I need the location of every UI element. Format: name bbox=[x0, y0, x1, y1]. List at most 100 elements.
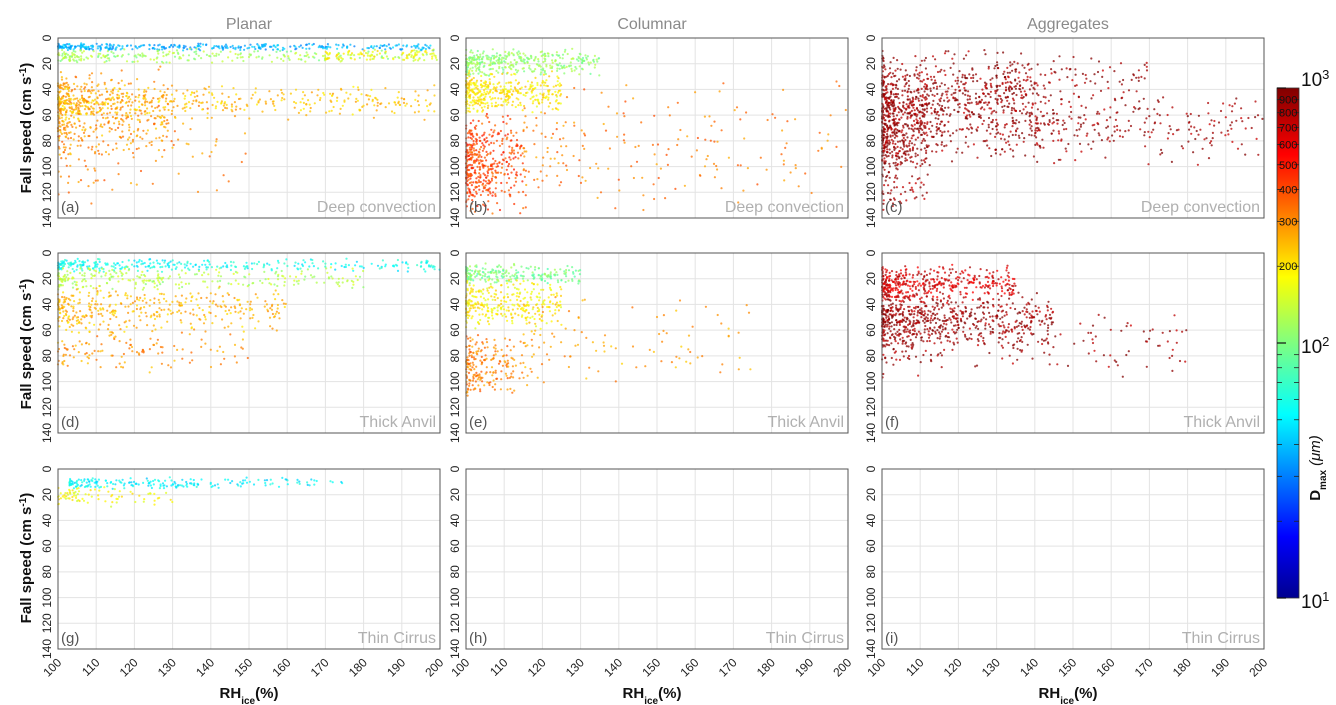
data-point bbox=[1169, 128, 1172, 131]
data-point bbox=[578, 73, 581, 76]
data-point bbox=[414, 90, 417, 93]
data-point bbox=[530, 91, 534, 94]
data-point bbox=[1010, 109, 1014, 112]
data-point bbox=[555, 128, 558, 131]
data-point bbox=[389, 47, 392, 50]
data-point bbox=[195, 52, 198, 56]
data-point bbox=[1187, 140, 1190, 143]
data-point bbox=[584, 179, 587, 182]
data-point bbox=[980, 98, 984, 101]
data-point bbox=[774, 116, 777, 119]
data-point bbox=[901, 186, 905, 189]
data-point bbox=[193, 91, 196, 94]
data-point bbox=[572, 154, 575, 158]
data-point bbox=[282, 59, 285, 63]
data-point bbox=[376, 49, 379, 53]
data-point bbox=[510, 81, 513, 84]
data-point bbox=[150, 105, 153, 108]
data-point bbox=[60, 116, 64, 119]
data-point bbox=[1235, 97, 1238, 100]
data-point bbox=[1098, 112, 1101, 115]
data-point bbox=[192, 99, 195, 102]
data-point bbox=[509, 85, 513, 88]
data-point bbox=[61, 123, 64, 126]
data-point bbox=[1036, 143, 1039, 146]
data-point bbox=[1244, 127, 1247, 130]
data-point bbox=[1106, 80, 1109, 83]
data-point bbox=[376, 98, 379, 101]
data-point bbox=[299, 44, 302, 47]
data-point bbox=[475, 138, 478, 141]
data-point bbox=[474, 93, 477, 96]
data-point bbox=[497, 131, 500, 134]
data-point bbox=[95, 136, 99, 139]
data-point bbox=[237, 53, 240, 56]
data-point bbox=[106, 57, 109, 60]
data-point bbox=[501, 142, 504, 145]
data-point bbox=[479, 53, 482, 56]
data-point bbox=[885, 175, 888, 179]
data-point bbox=[68, 47, 71, 50]
data-point bbox=[991, 121, 994, 124]
data-point bbox=[810, 191, 813, 195]
data-point bbox=[112, 52, 115, 55]
y-tick-label: 60 bbox=[864, 108, 878, 122]
data-point bbox=[1076, 134, 1079, 137]
data-point bbox=[230, 264, 233, 267]
data-point bbox=[472, 119, 475, 122]
data-point bbox=[500, 189, 503, 192]
data-point bbox=[62, 84, 65, 87]
data-point bbox=[82, 58, 86, 61]
data-point bbox=[80, 57, 83, 60]
data-point bbox=[70, 103, 73, 106]
data-point bbox=[494, 124, 497, 127]
data-point bbox=[94, 261, 97, 264]
data-point bbox=[905, 199, 908, 202]
data-point bbox=[513, 58, 516, 62]
data-point bbox=[472, 181, 475, 184]
data-point bbox=[989, 78, 992, 81]
data-point bbox=[1020, 96, 1023, 99]
data-point bbox=[472, 76, 475, 80]
data-point bbox=[826, 139, 829, 142]
data-point bbox=[414, 98, 417, 101]
data-point bbox=[995, 118, 998, 121]
data-point bbox=[117, 82, 120, 85]
data-point bbox=[412, 56, 415, 59]
data-point bbox=[939, 123, 942, 126]
data-point bbox=[509, 129, 513, 132]
data-point bbox=[369, 95, 372, 98]
data-point bbox=[705, 158, 708, 161]
data-point bbox=[71, 89, 74, 92]
data-point bbox=[1015, 119, 1018, 122]
data-point bbox=[514, 105, 517, 109]
data-point bbox=[485, 85, 488, 88]
data-point bbox=[506, 136, 509, 139]
data-point bbox=[67, 137, 70, 140]
data-point bbox=[80, 137, 83, 140]
data-point bbox=[1050, 68, 1053, 71]
data-point bbox=[1190, 125, 1193, 128]
data-point bbox=[935, 150, 938, 153]
data-point bbox=[484, 180, 487, 183]
data-point bbox=[959, 89, 962, 92]
data-point bbox=[146, 112, 149, 115]
data-point bbox=[513, 86, 517, 89]
data-point bbox=[895, 158, 898, 161]
data-point bbox=[901, 89, 904, 92]
data-point bbox=[304, 261, 307, 264]
data-point bbox=[281, 96, 284, 100]
data-point bbox=[510, 131, 513, 134]
data-point bbox=[892, 93, 895, 96]
data-point bbox=[79, 179, 83, 182]
data-point bbox=[910, 155, 913, 158]
data-point bbox=[1195, 129, 1198, 133]
y-tick-label: 120 bbox=[448, 182, 462, 202]
data-point bbox=[507, 162, 511, 166]
data-point bbox=[1004, 96, 1007, 99]
data-point bbox=[898, 78, 901, 81]
data-point bbox=[690, 155, 693, 158]
data-point bbox=[168, 264, 171, 267]
data-point bbox=[166, 119, 169, 122]
data-point bbox=[1018, 121, 1021, 124]
